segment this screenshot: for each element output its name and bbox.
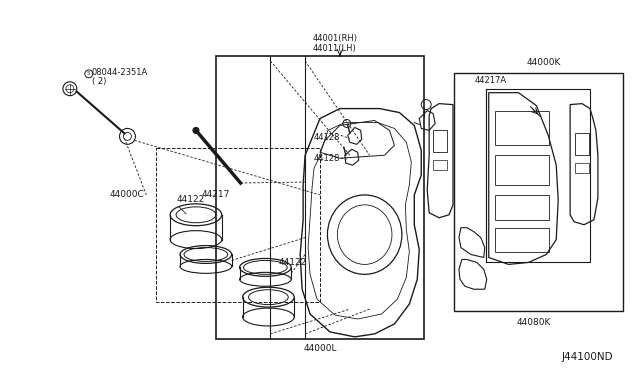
Text: 44122: 44122: [278, 258, 307, 267]
Text: 44128: 44128: [314, 154, 340, 163]
Text: 5: 5: [87, 71, 90, 76]
Text: 44000C: 44000C: [109, 190, 144, 199]
Bar: [454, 73, 623, 311]
Bar: [495, 195, 549, 220]
Bar: [486, 89, 590, 262]
Text: 44011(LH): 44011(LH): [313, 44, 356, 52]
Bar: [156, 148, 320, 302]
Bar: [216, 56, 424, 339]
Bar: [495, 110, 549, 145]
Bar: [433, 131, 447, 152]
Text: 44000L: 44000L: [303, 344, 337, 353]
Text: J44100ND: J44100ND: [561, 352, 612, 362]
Circle shape: [193, 128, 199, 134]
Bar: [575, 163, 589, 173]
Text: 44128: 44128: [314, 133, 340, 142]
Text: 44217: 44217: [202, 190, 230, 199]
Text: 44217A: 44217A: [475, 76, 507, 85]
Bar: [495, 155, 549, 185]
Bar: [575, 134, 589, 155]
Text: 08044-2351A: 08044-2351A: [92, 68, 148, 77]
Text: 44122: 44122: [176, 195, 204, 204]
Text: 44000K: 44000K: [526, 58, 561, 67]
Text: 44001(RH): 44001(RH): [312, 33, 357, 43]
Bar: [433, 160, 447, 170]
Text: ( 2): ( 2): [92, 77, 106, 86]
Text: 44080K: 44080K: [516, 318, 550, 327]
Bar: [495, 228, 549, 253]
